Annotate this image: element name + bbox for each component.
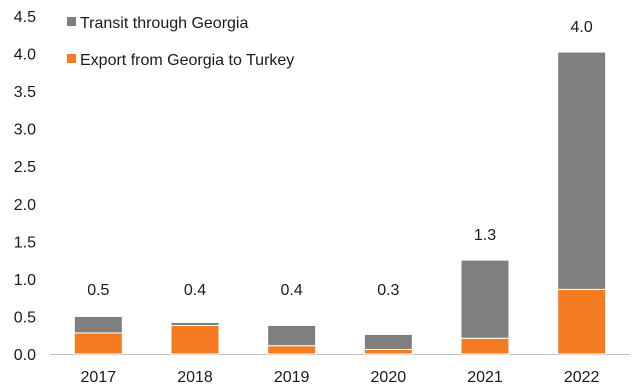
y-tick-label: 3.5	[14, 84, 36, 101]
bar-segment-transit	[363, 333, 413, 350]
bar-segment-export	[170, 324, 220, 355]
bar-segment-export	[267, 345, 317, 355]
y-tick-label: 4.0	[14, 47, 36, 64]
x-tick-label: 2018	[177, 369, 213, 386]
total-data-label: 4.0	[571, 19, 593, 36]
x-tick-label: 2019	[274, 369, 310, 386]
bar-segment-transit	[73, 315, 123, 334]
bar-segment-export	[363, 348, 413, 355]
x-tick-label: 2021	[467, 369, 503, 386]
bars-group	[73, 51, 607, 355]
legend: Transit through Georgia Export from Georg…	[67, 15, 294, 69]
bar-segment-export	[73, 332, 123, 355]
total-data-label: 1.3	[474, 227, 496, 244]
total-data-label: 0.4	[281, 282, 303, 299]
total-data-label: 0.3	[377, 282, 399, 299]
legend-label-transit: Transit through Georgia	[80, 15, 248, 32]
y-tick-label: 4.5	[14, 9, 36, 26]
bar-segment-transit	[267, 324, 317, 347]
total-data-label: 0.5	[87, 282, 109, 299]
bar-segment-export	[557, 288, 607, 355]
bar-segment-export	[460, 337, 510, 355]
y-tick-label: 2.0	[14, 197, 36, 214]
x-axis-tick-labels: 2017 2018 2019 2020 2021 2022	[81, 369, 600, 386]
y-tick-label: 2.5	[14, 159, 36, 176]
y-tick-label: 1.5	[14, 234, 36, 251]
y-tick-label: 3.0	[14, 122, 36, 139]
x-tick-label: 2020	[371, 369, 407, 386]
y-tick-label: 0.0	[14, 347, 36, 364]
y-axis-tick-labels: 0.0 0.5 1.0 1.5 2.0 2.5 3.0 3.5 4.0 4.5	[14, 9, 36, 364]
legend-swatch-transit	[67, 17, 76, 26]
total-data-label: 0.4	[184, 282, 206, 299]
legend-label-export: Export from Georgia to Turkey	[80, 52, 294, 69]
x-tick-label: 2017	[81, 369, 117, 386]
y-tick-label: 0.5	[14, 309, 36, 326]
x-tick-label: 2022	[564, 369, 600, 386]
bar-segment-transit	[460, 259, 510, 339]
bar-segment-transit	[170, 321, 220, 326]
legend-swatch-export	[67, 54, 76, 63]
y-tick-label: 1.0	[14, 272, 36, 289]
bar-segment-transit	[557, 51, 607, 290]
data-labels-group: 0.5 0.4 0.4 0.3 1.3 4.0	[87, 19, 593, 299]
